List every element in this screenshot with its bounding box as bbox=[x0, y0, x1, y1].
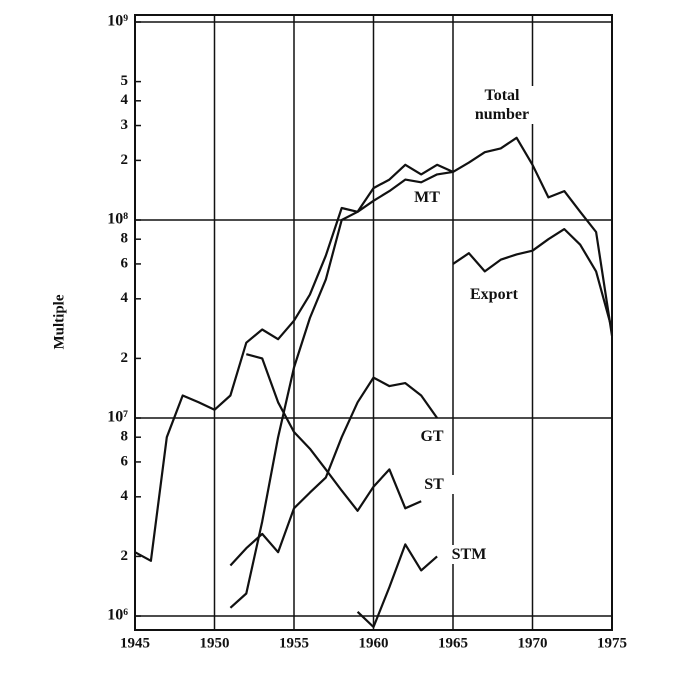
y-tick-label: 5 bbox=[121, 73, 129, 89]
series-line bbox=[452, 228, 614, 330]
series-line bbox=[356, 543, 438, 629]
x-tick-label: 1945 bbox=[120, 635, 150, 651]
x-tick-label: 1975 bbox=[597, 635, 627, 651]
y-tick-label: 2 bbox=[121, 548, 129, 564]
y-tick-label: 6 bbox=[121, 453, 129, 469]
series-line bbox=[229, 170, 454, 609]
x-tick-label: 1950 bbox=[200, 635, 230, 651]
y-tick-label: 2 bbox=[121, 350, 129, 366]
y-tick-label: 8 bbox=[121, 231, 129, 247]
x-tick-label: 1955 bbox=[279, 635, 309, 651]
y-tick-label: 4 bbox=[121, 92, 129, 108]
y-tick-label: 10⁸ bbox=[107, 211, 128, 228]
x-tick-label: 1970 bbox=[518, 635, 548, 651]
x-tick-label: 1960 bbox=[359, 635, 389, 651]
y-tick-label: 10⁶ bbox=[107, 607, 128, 624]
series-label: GT bbox=[412, 427, 452, 446]
series-label: MT bbox=[405, 188, 449, 207]
series-label: ST bbox=[414, 475, 454, 494]
series-label: Total number bbox=[460, 86, 544, 124]
y-tick-label: 10⁷ bbox=[107, 409, 128, 426]
y-axis-label: Multiple bbox=[51, 294, 67, 349]
series-line bbox=[246, 353, 422, 512]
y-tick-label: 10⁹ bbox=[107, 13, 128, 30]
y-tick-label: 4 bbox=[121, 290, 129, 306]
y-tick-label: 2 bbox=[121, 152, 129, 168]
y-tick-label: 4 bbox=[121, 488, 129, 504]
series-label: STM bbox=[442, 545, 496, 564]
y-tick-label: 8 bbox=[121, 429, 129, 445]
series-line bbox=[134, 136, 614, 562]
series-line bbox=[229, 376, 438, 567]
y-tick-label: 6 bbox=[121, 255, 129, 271]
y-tick-label: 3 bbox=[121, 117, 129, 133]
x-tick-label: 1965 bbox=[438, 635, 468, 651]
series-label: Export bbox=[457, 285, 531, 304]
